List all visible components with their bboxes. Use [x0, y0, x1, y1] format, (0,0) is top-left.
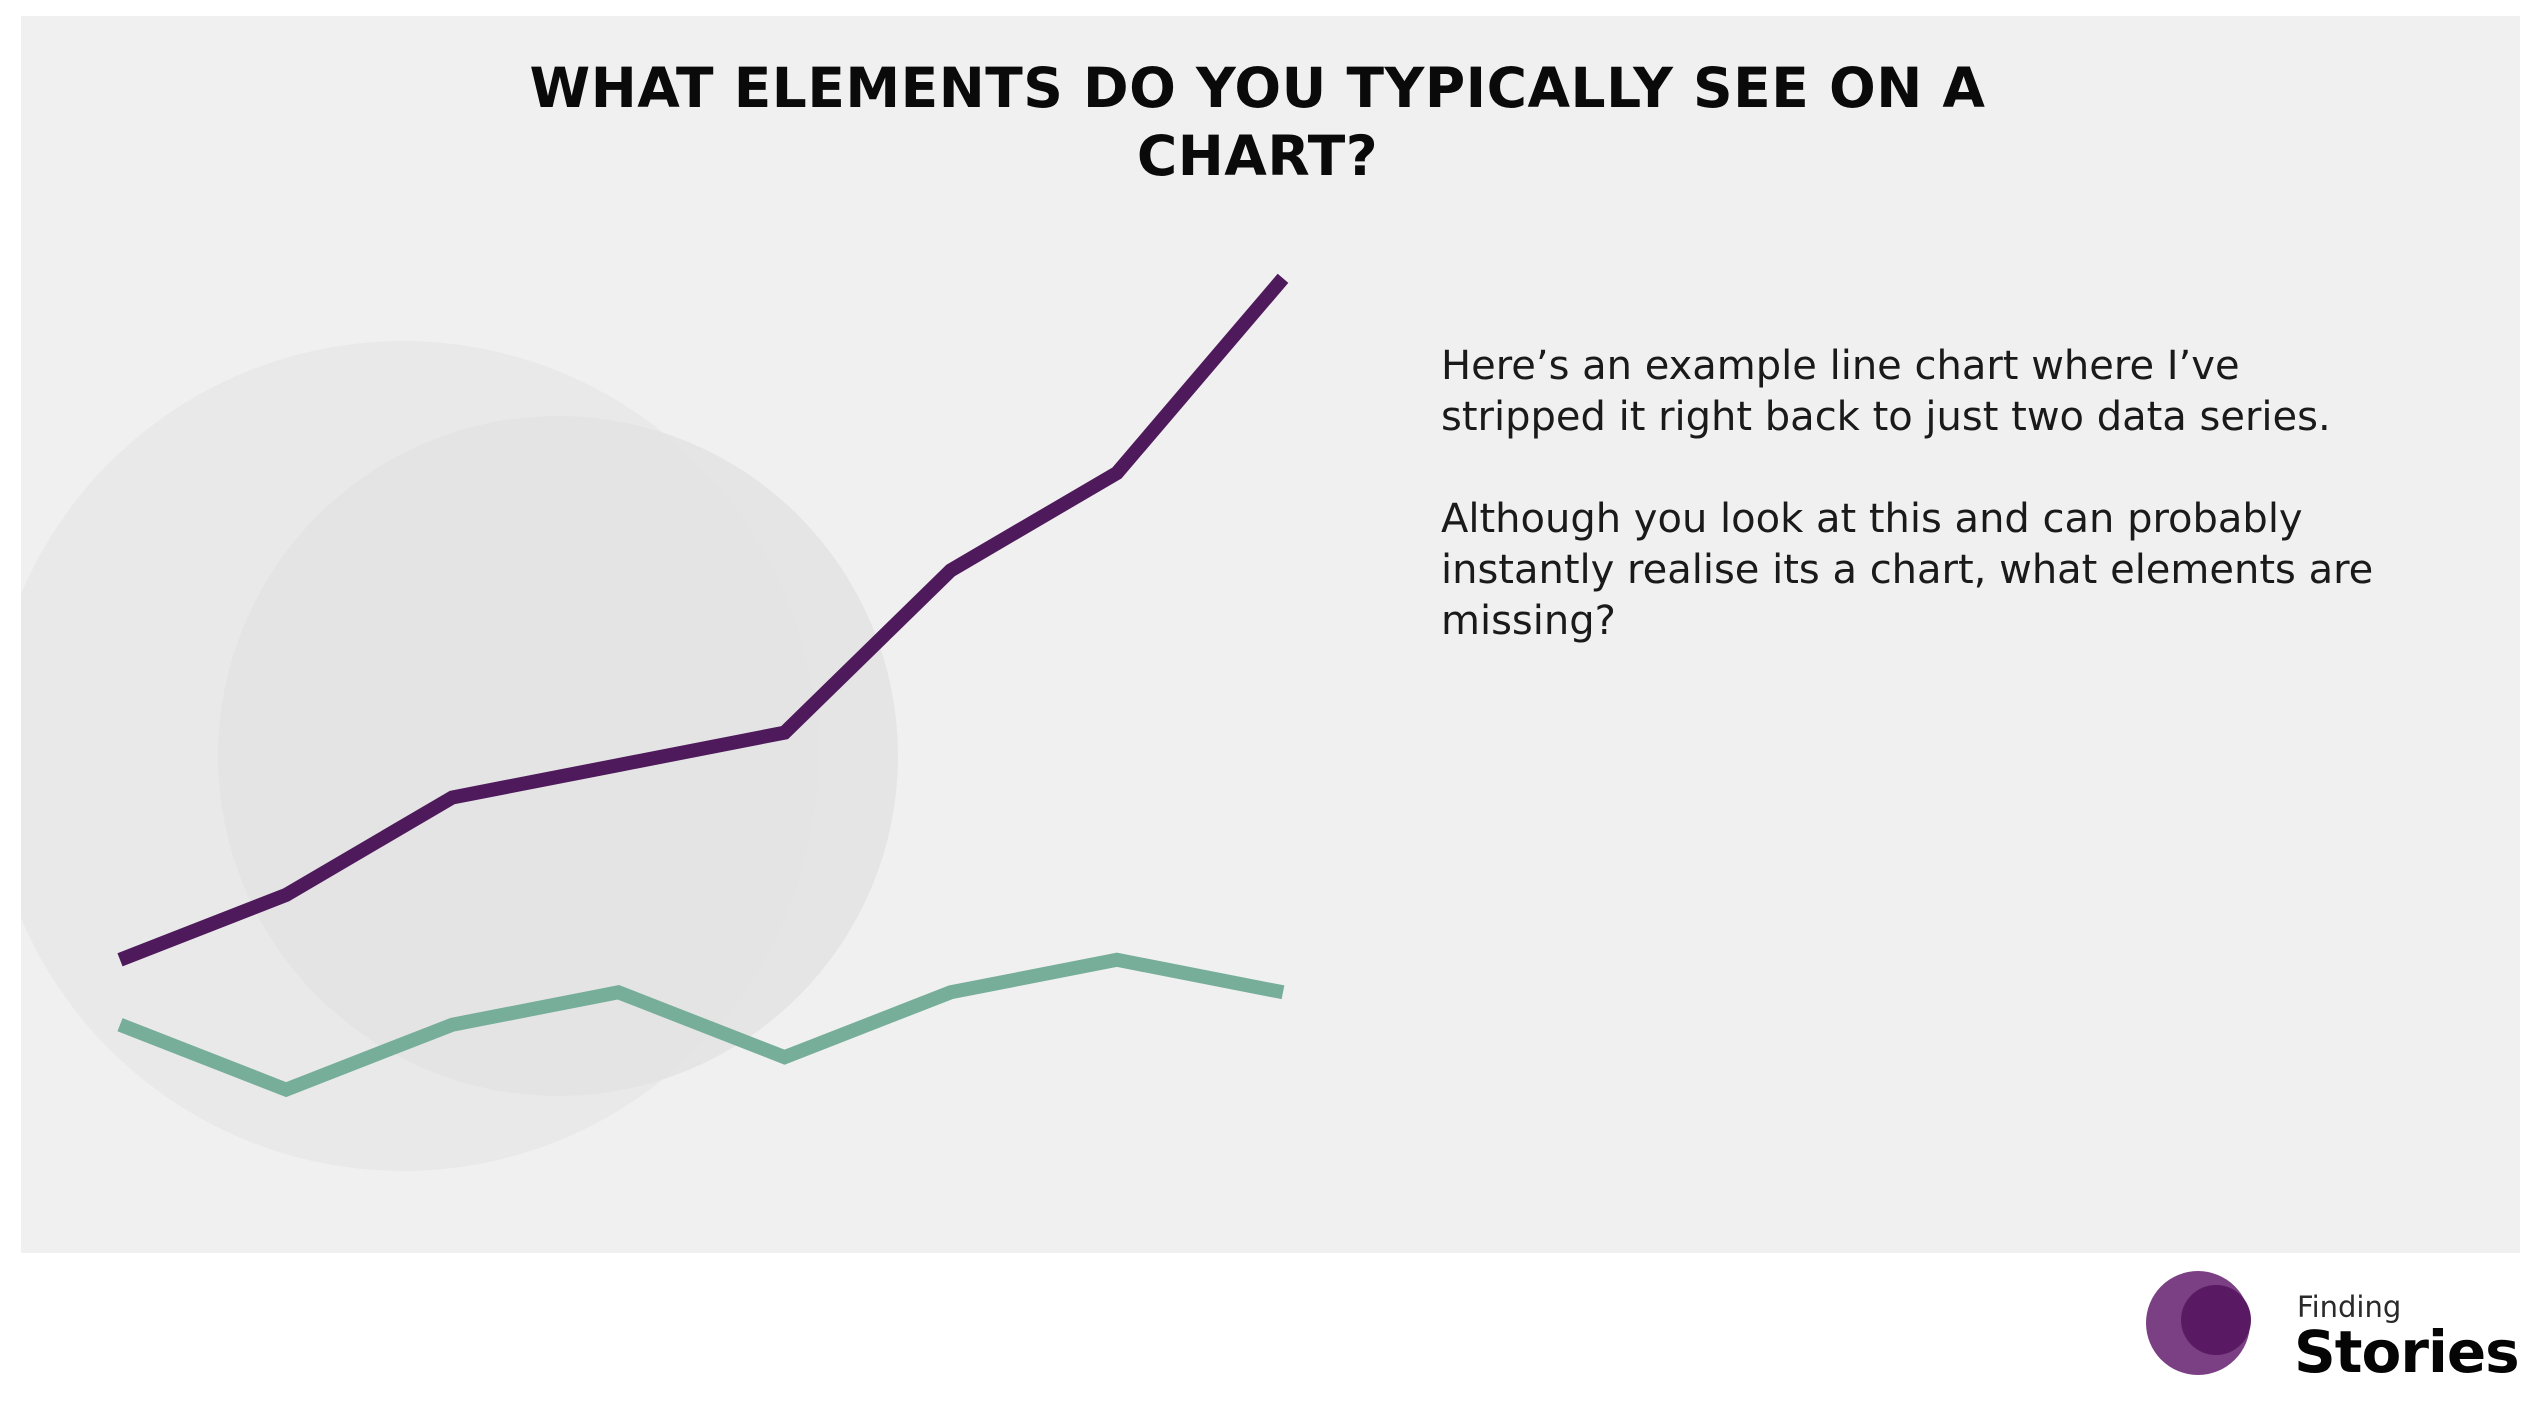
- series-line-2: [117, 952, 1285, 1098]
- logo-big-text: Stories: [2294, 1318, 2520, 1386]
- series-line-1: [117, 273, 1289, 967]
- logo-small-text: Finding: [2297, 1290, 2402, 1324]
- background-circle-small: [218, 416, 898, 1096]
- page-title: WHAT ELEMENTS DO YOU TYPICALLY SEE ON A …: [21, 54, 2520, 190]
- description-paragraph-2: Although you look at this and can probab…: [1441, 496, 2374, 644]
- description-text: Here’s an example line chart where I’ve …: [1441, 341, 2441, 698]
- line-chart: [21, 273, 1289, 1171]
- logo-circles-icon: [2146, 1271, 2251, 1375]
- description-paragraph-1: Here’s an example line chart where I’ve …: [1441, 343, 2331, 440]
- title-line-1: WHAT ELEMENTS DO YOU TYPICALLY SEE ON A: [529, 56, 1986, 120]
- series-layer: [117, 273, 1289, 1098]
- slide-background: WHAT ELEMENTS DO YOU TYPICALLY SEE ON A …: [21, 16, 2520, 1253]
- finding-stories-logo: Finding Stories: [2140, 1270, 2520, 1390]
- title-line-2: CHART?: [1136, 124, 1379, 188]
